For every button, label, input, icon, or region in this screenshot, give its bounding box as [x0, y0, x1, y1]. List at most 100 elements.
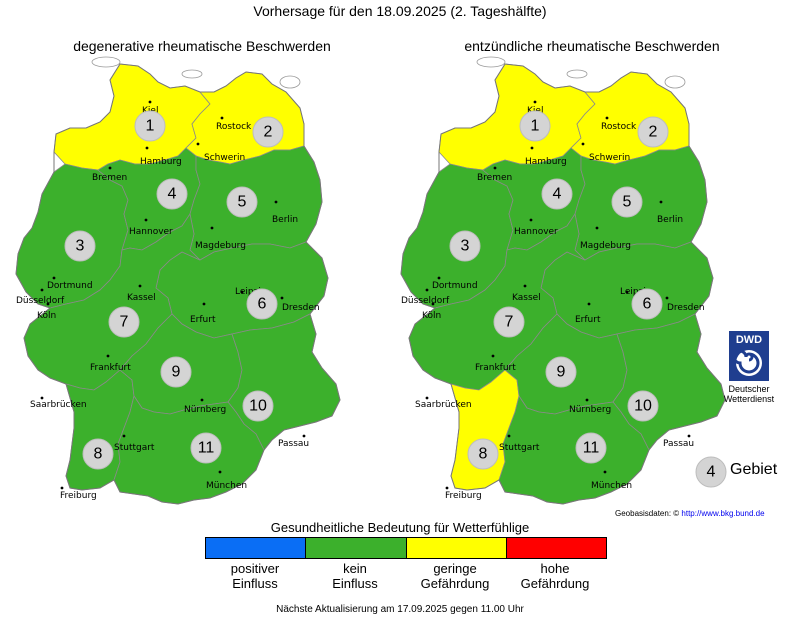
city-dot — [144, 218, 148, 222]
city-label: Düsseldorf — [16, 296, 65, 306]
coast-island — [91, 56, 121, 68]
city-dot — [196, 142, 200, 146]
city-dot — [587, 302, 591, 306]
city-dot — [138, 284, 142, 288]
legend-bar — [205, 537, 607, 559]
dwd-caption-line1: Deutscher — [728, 384, 770, 394]
legend-label-kein: kein Einfluss — [305, 561, 405, 591]
city-label: Rostock — [601, 122, 637, 132]
region-11-badge: 11 — [575, 432, 607, 464]
region-number: 1 — [146, 118, 155, 135]
city-label: Rostock — [216, 122, 252, 132]
region-11-badge: 11 — [190, 432, 222, 464]
region-5-badge: 5 — [611, 186, 643, 218]
dwd-logo-text: DWD — [736, 334, 762, 346]
city-dot — [530, 146, 534, 150]
city-label: Frankfurt — [90, 363, 131, 373]
city-label: Passau — [663, 439, 694, 449]
city-label: Berlin — [272, 215, 298, 225]
region-number: 11 — [583, 440, 600, 457]
region-1-badge: 1 — [134, 110, 166, 142]
city-label: Nürnberg — [569, 405, 611, 415]
region-1-badge: 1 — [519, 110, 551, 142]
city-dot — [581, 142, 585, 146]
region-9-badge: 9 — [545, 356, 577, 388]
update-note: Nächste Aktualisierung am 17.09.2025 geg… — [276, 604, 524, 615]
region-number: 4 — [553, 186, 562, 203]
germany-map-degenerative: KielRostockHamburgSchwerinBremenHannover… — [15, 56, 341, 505]
legend-swatch-kein — [306, 538, 407, 558]
region-key-number: 4 — [707, 464, 716, 481]
region-number: 2 — [264, 124, 273, 141]
city-dot — [445, 486, 449, 490]
city-dot — [106, 354, 110, 358]
region-5-badge: 5 — [226, 186, 258, 218]
region-2-badge: 2 — [637, 116, 669, 148]
region-number: 9 — [557, 364, 566, 381]
dwd-spiral-icon — [732, 349, 762, 376]
city-label: Dresden — [667, 303, 705, 313]
city-dot — [40, 288, 44, 292]
city-dot — [585, 398, 589, 402]
legend-label-gering-line1: geringe — [433, 561, 477, 576]
legend-label-kein-line1: kein — [343, 561, 367, 576]
legend-swatch-positiv — [206, 538, 307, 558]
city-label: Kassel — [127, 293, 156, 303]
city-label: Bremen — [92, 173, 127, 183]
city-dot — [507, 434, 511, 438]
city-dot — [108, 166, 112, 170]
coast-island — [279, 75, 301, 89]
city-label: Stuttgart — [499, 443, 540, 453]
city-label: Dortmund — [47, 281, 93, 291]
region-number: 3 — [461, 238, 470, 255]
city-dot — [665, 296, 669, 300]
city-label: Köln — [37, 311, 56, 321]
city-label: Erfurt — [190, 315, 216, 325]
region-number: 1 — [531, 118, 540, 135]
legend-label-gering-line2: Gefährdung — [420, 576, 490, 591]
city-label: Saarbrücken — [30, 400, 87, 410]
city-dot — [280, 296, 284, 300]
region-number: 5 — [238, 194, 247, 211]
geobasis-attribution: Geobasisdaten: © http://www.bkg.bund.de — [615, 509, 765, 518]
dwd-caption: Deutscher Wetterdienst — [705, 384, 793, 404]
geobasis-link[interactable]: http://www.bkg.bund.de — [681, 509, 765, 518]
region-7-badge: 7 — [493, 306, 525, 338]
city-dot — [595, 226, 599, 230]
region-3-badge: 3 — [449, 230, 481, 262]
city-label: Bremen — [477, 173, 512, 183]
city-dot — [122, 434, 126, 438]
city-dot — [302, 434, 306, 438]
region-6-badge: 6 — [631, 288, 663, 320]
city-dot — [274, 200, 278, 204]
city-label: Dresden — [282, 303, 320, 313]
city-dot — [491, 354, 495, 358]
city-label: Düsseldorf — [401, 296, 450, 306]
city-label: Kassel — [512, 293, 541, 303]
region-10-badge: 10 — [627, 390, 659, 422]
city-label: Schwerin — [589, 153, 630, 163]
legend-label-positiv: positiver Einfluss — [205, 561, 305, 591]
city-label: Leipzig — [620, 287, 652, 297]
city-dot — [240, 290, 244, 294]
city-dot — [425, 288, 429, 292]
city-label: Saarbrücken — [415, 400, 472, 410]
city-label: Magdeburg — [195, 241, 246, 251]
city-dot — [523, 284, 527, 288]
country-outline — [15, 63, 341, 505]
region-number: 10 — [634, 398, 652, 415]
region-9-badge: 9 — [160, 356, 192, 388]
city-label: Berlin — [657, 215, 683, 225]
city-label: Schwerin — [204, 153, 245, 163]
region-number: 7 — [120, 314, 129, 331]
legend-label-positiv-line2: Einfluss — [232, 576, 278, 591]
city-dot — [60, 486, 64, 490]
dwd-caption-line2: Wetterdienst — [723, 394, 775, 404]
city-dot — [148, 100, 152, 104]
city-dot — [605, 116, 609, 120]
city-dot — [40, 396, 44, 400]
coast-island — [476, 56, 506, 68]
city-dot — [46, 302, 50, 306]
city-label: Nürnberg — [184, 405, 226, 415]
region-number: 11 — [198, 440, 215, 457]
